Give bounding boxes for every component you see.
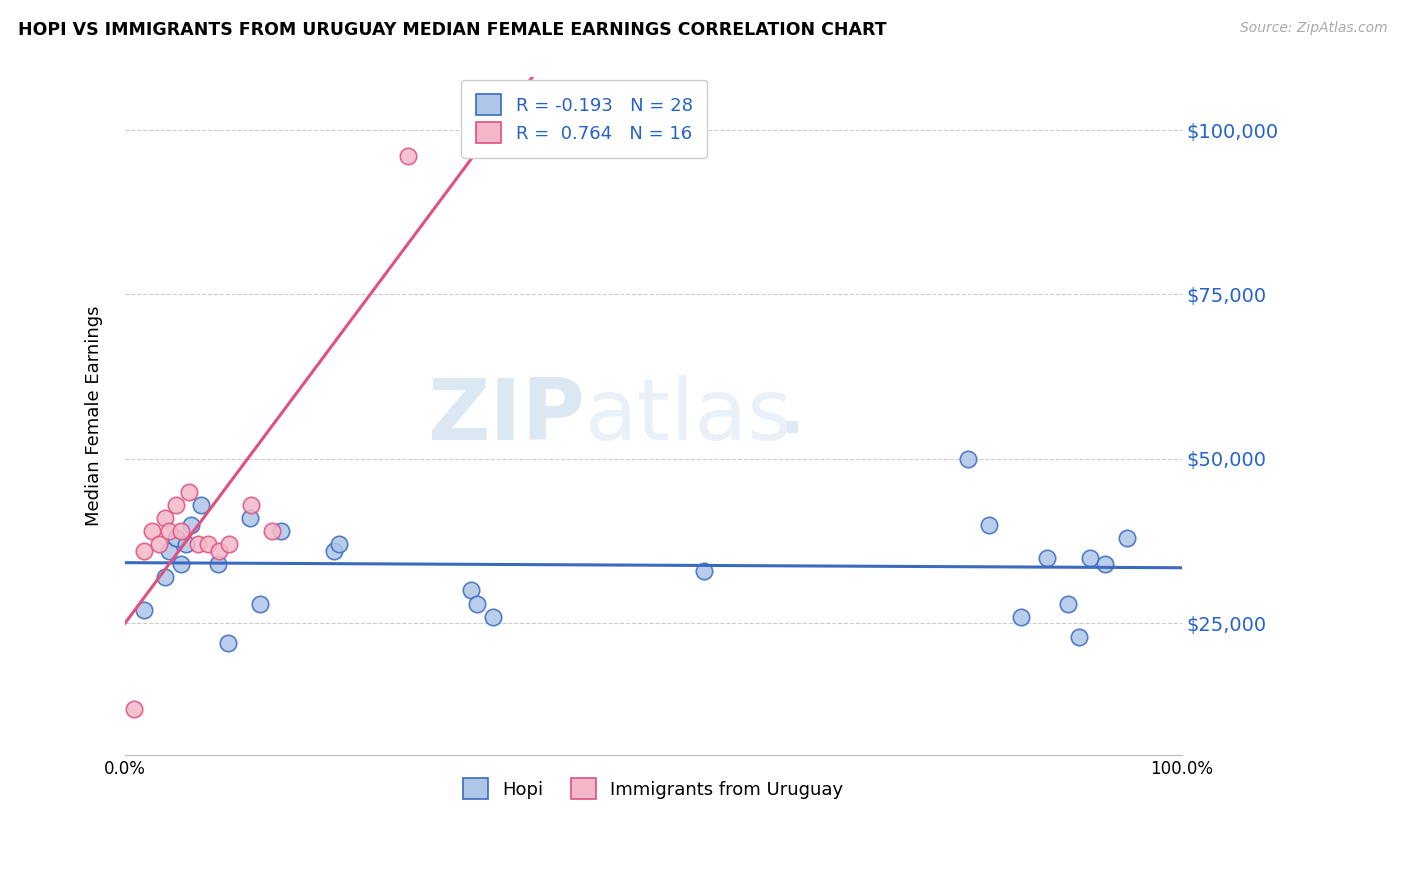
Point [141, 524, 163, 539]
Text: Source: ZipAtlas.com: Source: ZipAtlas.com [1240, 21, 1388, 36]
Point [187, 537, 209, 551]
Point [481, 609, 503, 624]
Point [179, 484, 201, 499]
Point [260, 524, 283, 539]
Point [1010, 609, 1032, 624]
Point [460, 583, 482, 598]
Point [207, 557, 229, 571]
Point [1067, 630, 1090, 644]
Point [165, 498, 187, 512]
Point [165, 531, 187, 545]
Point [270, 524, 292, 539]
Y-axis label: Median Female Earnings: Median Female Earnings [86, 306, 103, 526]
Point [197, 537, 219, 551]
Point [1094, 557, 1116, 571]
Point [1057, 597, 1080, 611]
Point [323, 544, 346, 558]
Point [328, 537, 350, 551]
Point [218, 537, 240, 551]
Point [174, 537, 197, 551]
Point [465, 597, 488, 611]
Point [1036, 550, 1059, 565]
Point [396, 149, 419, 163]
Text: .: . [759, 386, 804, 446]
Point [979, 517, 1001, 532]
Point [170, 524, 193, 539]
Point [132, 603, 155, 617]
Point [190, 498, 212, 512]
Point [153, 570, 176, 584]
Point [239, 498, 262, 512]
Point [208, 544, 231, 558]
Point [238, 511, 260, 525]
Point [124, 702, 146, 716]
Point [693, 564, 716, 578]
Point [1115, 531, 1137, 545]
Point [157, 524, 180, 539]
Legend: Hopi, Immigrants from Uruguay: Hopi, Immigrants from Uruguay [449, 764, 858, 814]
Point [180, 517, 202, 532]
Text: ZIP: ZIP [427, 375, 585, 458]
Point [157, 544, 180, 558]
Point [957, 451, 980, 466]
Point [132, 544, 155, 558]
Point [153, 511, 176, 525]
Point [148, 537, 170, 551]
Text: HOPI VS IMMIGRANTS FROM URUGUAY MEDIAN FEMALE EARNINGS CORRELATION CHART: HOPI VS IMMIGRANTS FROM URUGUAY MEDIAN F… [18, 21, 887, 39]
Point [1078, 550, 1101, 565]
Point [217, 636, 239, 650]
Point [249, 597, 271, 611]
Point [170, 557, 193, 571]
Text: atlas: atlas [585, 375, 793, 458]
